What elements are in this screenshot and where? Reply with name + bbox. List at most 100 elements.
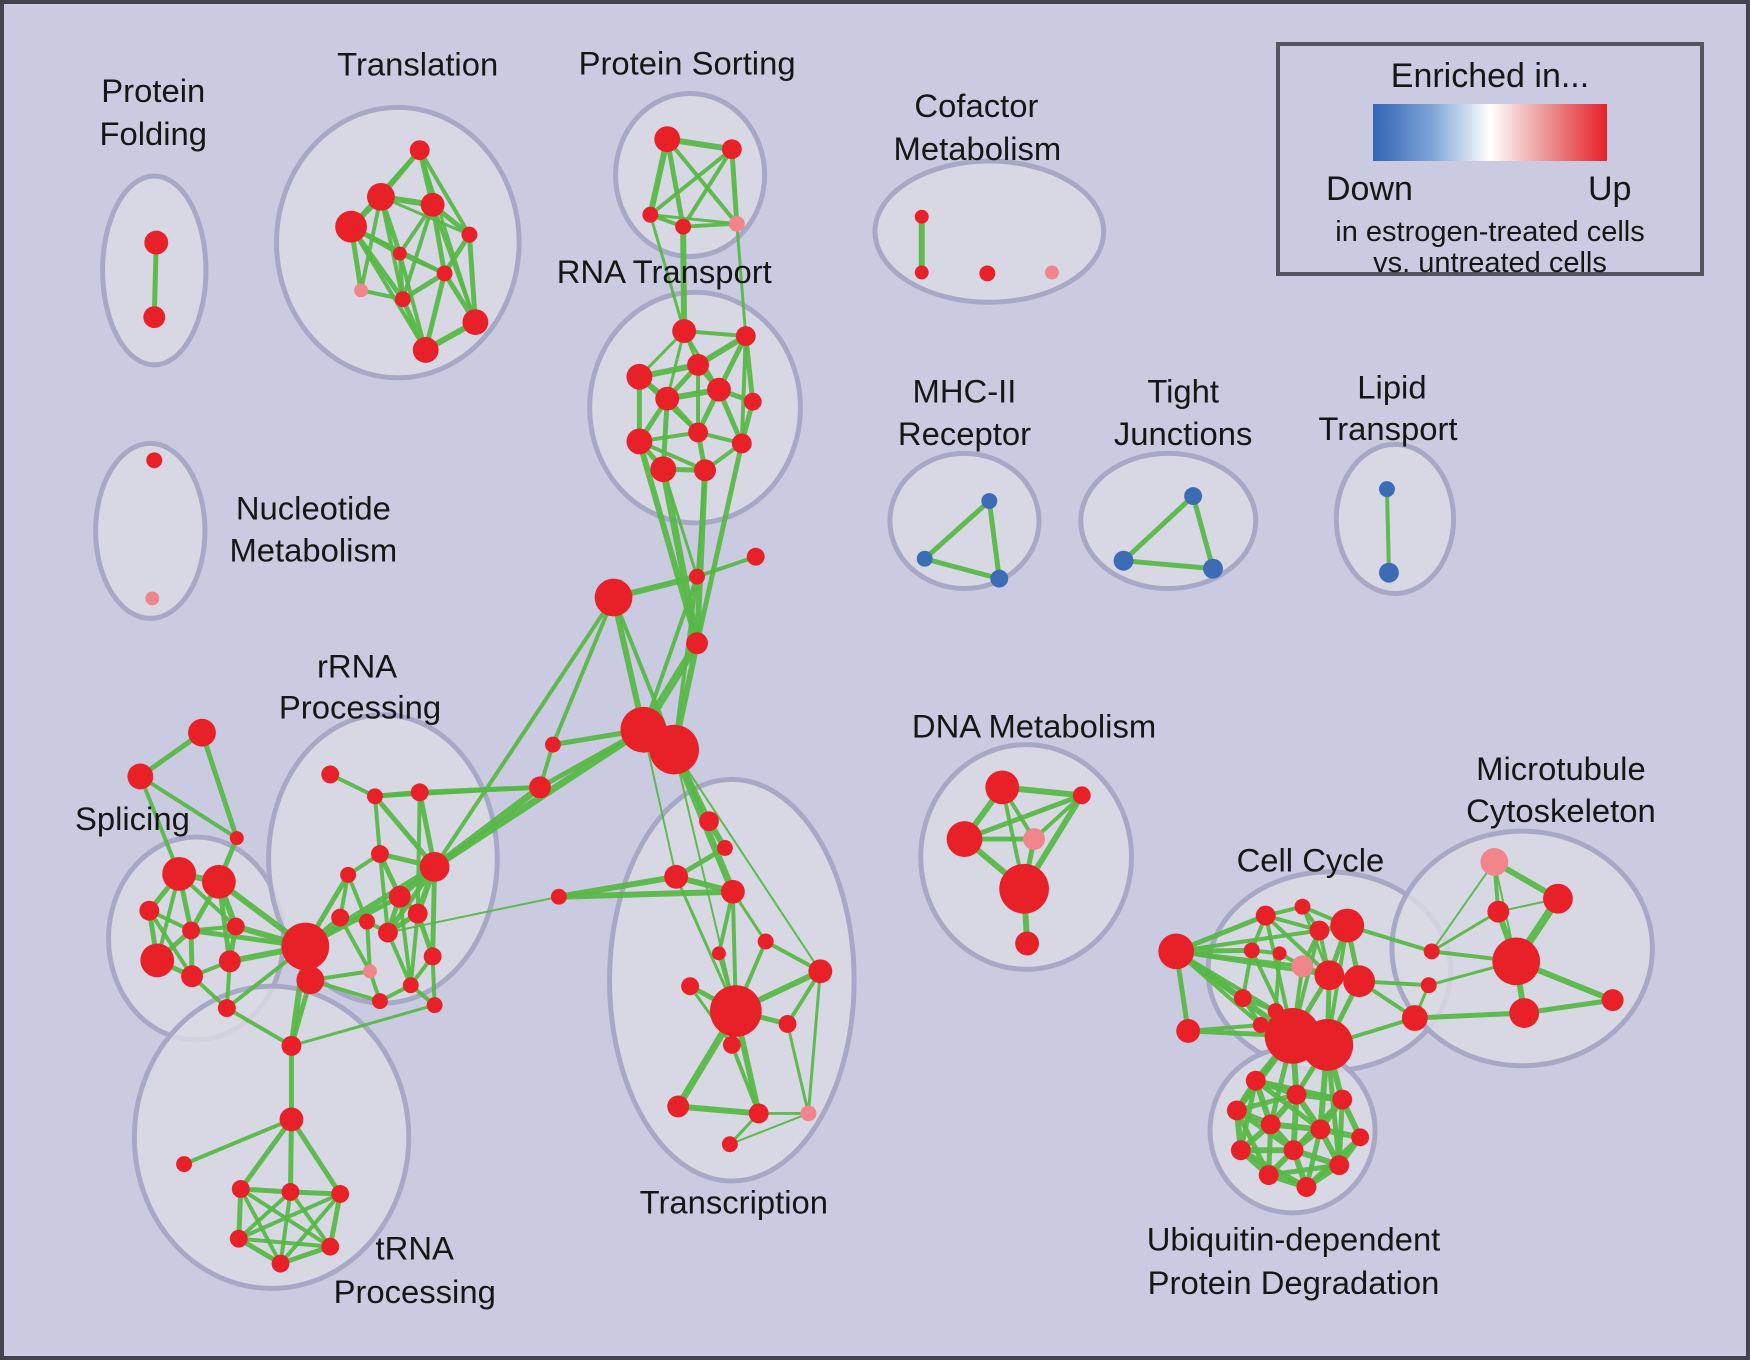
network-node[interactable] xyxy=(176,1156,193,1173)
network-node[interactable] xyxy=(800,1105,817,1122)
network-node[interactable] xyxy=(1044,265,1059,280)
network-node[interactable] xyxy=(1329,1155,1350,1176)
network-node[interactable] xyxy=(1301,1018,1354,1071)
network-node[interactable] xyxy=(544,736,561,753)
network-node[interactable] xyxy=(689,568,706,585)
network-node[interactable] xyxy=(201,864,236,899)
network-node[interactable] xyxy=(778,1015,797,1033)
network-node[interactable] xyxy=(331,1185,350,1203)
network-node[interactable] xyxy=(1258,1165,1279,1186)
network-node[interactable] xyxy=(143,306,166,329)
network-node[interactable] xyxy=(728,215,745,232)
network-node[interactable] xyxy=(1351,1128,1370,1147)
network-node[interactable] xyxy=(675,218,692,235)
network-node[interactable] xyxy=(686,632,708,655)
network-node[interactable] xyxy=(999,863,1049,914)
network-node[interactable] xyxy=(1294,898,1311,915)
network-node[interactable] xyxy=(720,879,745,904)
network-node[interactable] xyxy=(1158,933,1195,970)
network-node[interactable] xyxy=(1379,562,1399,583)
network-node[interactable] xyxy=(409,140,430,161)
network-node[interactable] xyxy=(808,959,833,984)
network-node[interactable] xyxy=(1330,908,1365,943)
network-node[interactable] xyxy=(182,921,200,940)
network-node[interactable] xyxy=(394,291,411,308)
network-node[interactable] xyxy=(709,985,762,1037)
network-node[interactable] xyxy=(746,547,765,566)
network-node[interactable] xyxy=(359,913,375,930)
network-node[interactable] xyxy=(1314,960,1345,991)
network-node[interactable] xyxy=(363,964,377,979)
network-node[interactable] xyxy=(672,319,697,343)
network-node[interactable] xyxy=(321,765,340,784)
network-node[interactable] xyxy=(162,856,197,891)
network-node[interactable] xyxy=(218,950,241,973)
network-node[interactable] xyxy=(377,922,398,943)
network-node[interactable] xyxy=(1176,1018,1201,1043)
network-node[interactable] xyxy=(367,182,395,211)
network-node[interactable] xyxy=(650,456,677,483)
network-node[interactable] xyxy=(340,866,357,883)
network-node[interactable] xyxy=(757,933,774,950)
network-node[interactable] xyxy=(423,947,442,966)
network-node[interactable] xyxy=(1260,1114,1281,1135)
network-node[interactable] xyxy=(550,888,567,905)
network-node[interactable] xyxy=(688,422,708,443)
network-node[interactable] xyxy=(1230,1140,1251,1161)
network-node[interactable] xyxy=(1203,558,1223,579)
network-node[interactable] xyxy=(1015,931,1040,956)
network-node[interactable] xyxy=(279,1107,304,1132)
network-node[interactable] xyxy=(271,1254,290,1273)
network-node[interactable] xyxy=(1343,965,1376,998)
network-node[interactable] xyxy=(1492,937,1541,986)
network-node[interactable] xyxy=(642,206,659,223)
network-node[interactable] xyxy=(321,1237,340,1256)
network-node[interactable] xyxy=(1310,1119,1331,1140)
network-node[interactable] xyxy=(916,550,933,567)
network-node[interactable] xyxy=(370,845,389,863)
network-node[interactable] xyxy=(716,840,733,856)
network-node[interactable] xyxy=(402,977,419,994)
network-node[interactable] xyxy=(410,783,429,802)
network-node[interactable] xyxy=(1233,989,1252,1008)
network-node[interactable] xyxy=(229,831,244,846)
network-node[interactable] xyxy=(1401,1005,1428,1031)
network-node[interactable] xyxy=(1309,920,1330,941)
network-node[interactable] xyxy=(985,770,1020,805)
network-node[interactable] xyxy=(1423,943,1440,960)
network-node[interactable] xyxy=(1023,828,1045,850)
network-node[interactable] xyxy=(392,246,407,261)
network-node[interactable] xyxy=(335,210,368,243)
network-node[interactable] xyxy=(664,864,689,889)
network-node[interactable] xyxy=(1291,955,1314,978)
network-node[interactable] xyxy=(1480,848,1509,876)
network-node[interactable] xyxy=(1272,946,1287,961)
network-node[interactable] xyxy=(462,309,489,336)
network-node[interactable] xyxy=(1379,481,1395,498)
network-node[interactable] xyxy=(649,724,700,775)
network-node[interactable] xyxy=(594,578,633,617)
network-node[interactable] xyxy=(127,763,154,790)
network-node[interactable] xyxy=(694,459,716,482)
network-node[interactable] xyxy=(461,226,478,243)
network-node[interactable] xyxy=(743,392,762,411)
network-node[interactable] xyxy=(371,993,388,1010)
network-node[interactable] xyxy=(1286,1084,1307,1105)
network-node[interactable] xyxy=(181,965,203,988)
network-node[interactable] xyxy=(188,718,216,747)
network-node[interactable] xyxy=(140,943,175,978)
network-node[interactable] xyxy=(1226,1100,1247,1121)
network-node[interactable] xyxy=(281,922,330,971)
network-node[interactable] xyxy=(1245,1070,1266,1091)
network-node[interactable] xyxy=(217,999,236,1018)
network-node[interactable] xyxy=(1184,487,1203,506)
network-node[interactable] xyxy=(979,265,996,282)
network-node[interactable] xyxy=(281,1035,302,1056)
network-node[interactable] xyxy=(990,569,1009,588)
network-node[interactable] xyxy=(748,1103,769,1124)
network-node[interactable] xyxy=(1113,550,1134,571)
network-node[interactable] xyxy=(1243,942,1260,959)
network-node[interactable] xyxy=(419,851,450,882)
network-node[interactable] xyxy=(681,977,700,996)
network-node[interactable] xyxy=(529,776,551,799)
